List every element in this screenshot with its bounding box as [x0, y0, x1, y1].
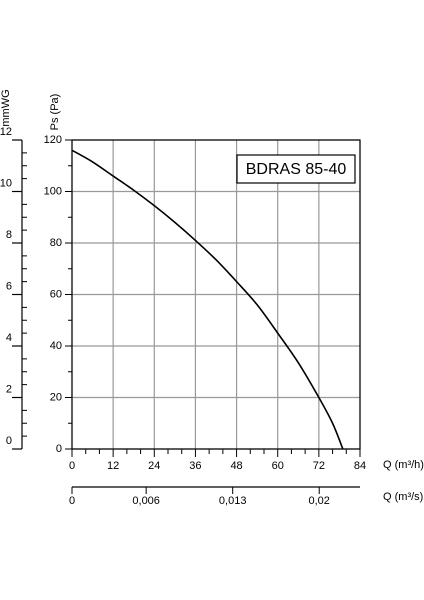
- x-tick-label: 12: [107, 460, 119, 472]
- y2-tick-label: 2: [6, 383, 12, 395]
- x-tick-label: 24: [148, 460, 160, 472]
- x-tick-label: 84: [354, 460, 366, 472]
- x-tick-label: 72: [313, 460, 325, 472]
- y2-tick-label: 0: [6, 435, 12, 447]
- x2-tick-label: 0,02: [308, 495, 329, 507]
- y2-tick-label: 12: [0, 126, 12, 138]
- y-tick-label: 120: [44, 134, 62, 146]
- x2-tick-label: 0,013: [219, 495, 247, 507]
- plot-frame: [71, 139, 361, 450]
- y-tick-label: 80: [50, 237, 62, 249]
- y2-tick-label: 8: [6, 229, 12, 241]
- y-tick-label: 60: [50, 288, 62, 300]
- x-tick-label: 36: [189, 460, 201, 472]
- x-tick-label: 0: [69, 460, 75, 472]
- y-tick-label: 40: [50, 340, 62, 352]
- legend-box: [236, 154, 356, 184]
- y2-tick-label: 10: [0, 177, 12, 189]
- x-tick-label: 60: [272, 460, 284, 472]
- fan-curve: [71, 149, 344, 450]
- y-tick-label: 20: [50, 391, 62, 403]
- y-axis-label: Ps (Pa): [49, 94, 61, 131]
- y2-tick-label: 6: [6, 280, 12, 292]
- x-tick-label: 48: [230, 460, 242, 472]
- y2-tick-label: 4: [6, 332, 12, 344]
- x-axis-label: Q (m³/h): [383, 459, 424, 471]
- legend-label: BDRAS 85-40: [246, 161, 347, 178]
- y-tick-label: 0: [56, 443, 62, 455]
- x2-tick-label: 0: [69, 495, 75, 507]
- y2-axis-label: mmWG: [0, 89, 12, 126]
- y-tick-label: 100: [44, 185, 62, 197]
- x2-tick-label: 0,006: [132, 495, 160, 507]
- x2-axis-label: Q (m³/s): [383, 491, 423, 503]
